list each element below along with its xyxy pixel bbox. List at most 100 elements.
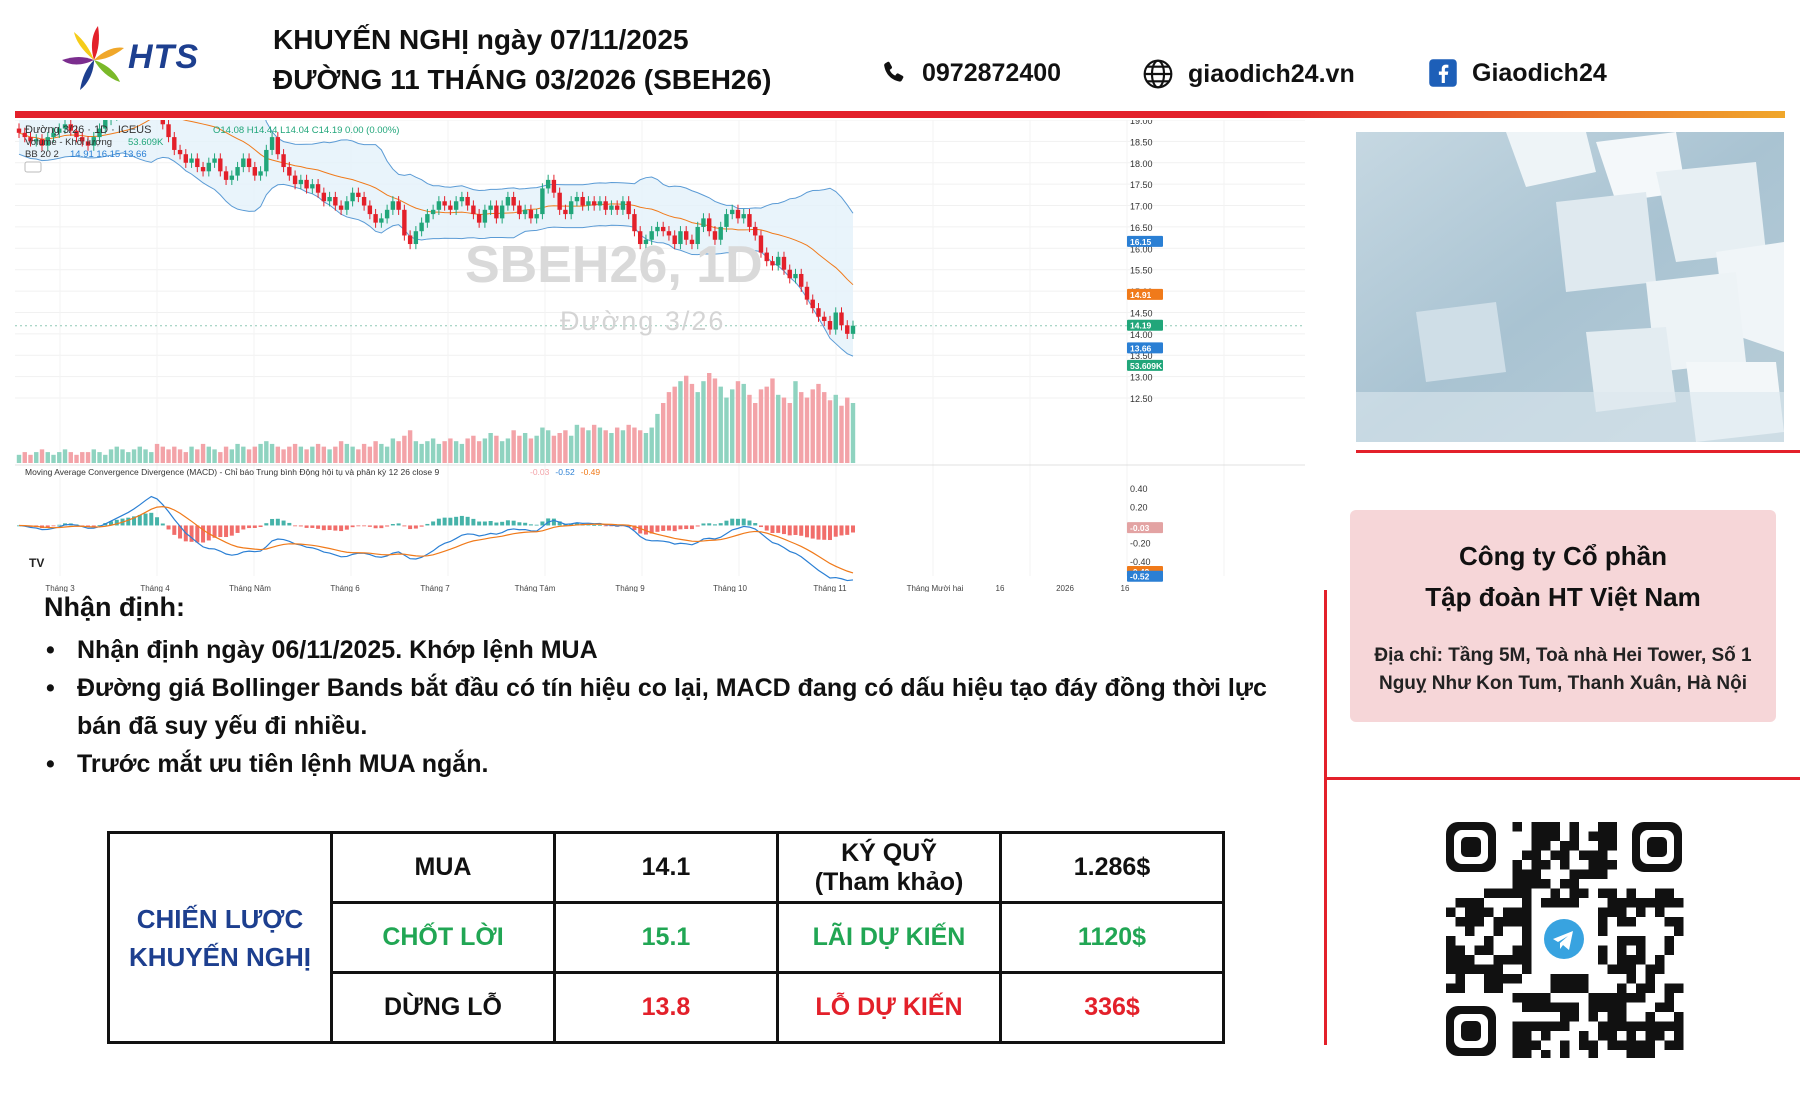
volume-bar xyxy=(804,397,810,463)
qr-module xyxy=(1541,822,1551,832)
qr-module xyxy=(1579,974,1589,984)
facebook-contact[interactable]: Giaodich24 xyxy=(1428,58,1607,88)
candle-body xyxy=(494,205,499,219)
macd-histogram-bar xyxy=(109,521,114,526)
macd-histogram-bar xyxy=(402,525,407,527)
qr-module xyxy=(1522,1050,1532,1058)
volume-bar xyxy=(453,441,459,463)
qr-module xyxy=(1484,888,1494,898)
qr-module xyxy=(1664,936,1674,946)
candle-body xyxy=(45,137,50,146)
volume-bar xyxy=(51,454,56,463)
volume-bar xyxy=(367,446,373,463)
volume-bar xyxy=(614,427,620,463)
candle-body xyxy=(298,179,304,185)
qr-module xyxy=(1522,945,1532,955)
qr-module xyxy=(1541,879,1551,889)
candle-body xyxy=(804,286,810,300)
macd-histogram-bar xyxy=(195,525,200,543)
macd-histogram-bar xyxy=(845,525,850,535)
macd-histogram-bar xyxy=(448,517,453,526)
candle-body xyxy=(189,158,194,163)
candle-body xyxy=(689,239,695,245)
strategy-label-line2: KHUYẾN NGHỊ xyxy=(128,941,311,972)
qr-module xyxy=(1626,1040,1636,1050)
qr-module xyxy=(1626,955,1636,965)
qr-module xyxy=(1484,964,1494,974)
volume-bar xyxy=(419,443,424,463)
candle-body xyxy=(499,205,505,219)
qr-module xyxy=(1588,850,1598,860)
website-contact[interactable]: giaodich24.vn xyxy=(1142,58,1355,90)
qr-module xyxy=(1607,831,1617,841)
qr-module xyxy=(1560,1050,1570,1058)
candle-body xyxy=(614,205,620,210)
macd-histogram-bar xyxy=(442,517,447,526)
price-badge xyxy=(1127,342,1163,354)
volume-bar xyxy=(218,452,223,463)
qr-module xyxy=(1465,926,1475,936)
macd-histogram-bar xyxy=(172,525,177,535)
macd-histogram-bar xyxy=(356,525,361,527)
candle-body xyxy=(534,214,539,219)
bb-values: 14.91 16.15 13.66 xyxy=(70,149,147,160)
candle-body xyxy=(712,231,718,240)
candle-body xyxy=(684,231,689,240)
qr-module xyxy=(1474,907,1484,917)
qr-module xyxy=(1569,1012,1579,1022)
price-badge-label: 13.66 xyxy=(1130,343,1152,353)
qr-module xyxy=(1522,917,1532,927)
macd-title: Moving Average Convergence Divergence (M… xyxy=(25,467,439,477)
qr-module xyxy=(1522,850,1532,860)
qr-module xyxy=(1512,888,1522,898)
qr-module xyxy=(1645,1021,1655,1031)
volume-bar xyxy=(597,427,603,463)
volume-bar xyxy=(97,452,102,463)
report-subtitle: ĐƯỜNG 11 THÁNG 03/2026 (SBEH26) xyxy=(273,64,772,95)
x-axis-label: Tháng 9 xyxy=(615,584,645,592)
x-axis-label: Tháng Mười hai xyxy=(907,584,964,592)
macd-value: -0.49 xyxy=(581,467,601,477)
candle-body xyxy=(269,137,275,150)
phone-contact[interactable]: 0972872400 xyxy=(880,58,1061,88)
macd-histogram-bar xyxy=(327,525,332,531)
qr-module xyxy=(1598,869,1608,879)
qr-module xyxy=(1493,964,1503,974)
candle-body xyxy=(223,171,229,180)
volume-bar xyxy=(281,449,286,463)
macd-histogram-bar xyxy=(281,520,286,526)
volume-bar xyxy=(154,443,160,463)
macd-histogram-bar xyxy=(822,525,827,540)
volume-bar xyxy=(91,449,96,463)
candle-body xyxy=(626,201,631,215)
volume-bar xyxy=(649,427,654,463)
macd-histogram-bar xyxy=(454,516,459,526)
volume-bar xyxy=(235,443,240,463)
table-row: DỪNG LỖ 13.8 LỖ DỰ KIẾN 336$ xyxy=(109,971,1225,1044)
volume-bar xyxy=(384,446,390,463)
candle-body xyxy=(649,231,654,240)
macd-histogram-bar xyxy=(57,524,62,526)
candle-body xyxy=(568,201,574,215)
telegram-qr-code[interactable] xyxy=(1444,820,1684,1058)
qr-module xyxy=(1617,983,1627,993)
qr-module xyxy=(1474,917,1484,927)
macd-histogram-bar xyxy=(632,525,637,531)
qr-module xyxy=(1569,879,1579,889)
qr-module xyxy=(1598,926,1608,936)
candle-body xyxy=(557,192,562,210)
margin-label-line2: (Tham khảo) xyxy=(814,867,964,896)
macd-histogram-bar xyxy=(477,521,482,526)
volume-bar xyxy=(637,430,643,463)
macd-histogram-bar xyxy=(540,521,545,526)
qr-module xyxy=(1607,860,1617,870)
volume-bar xyxy=(338,441,344,463)
volume-bar xyxy=(712,378,718,463)
qr-module xyxy=(1560,850,1570,860)
qr-module xyxy=(1522,907,1532,917)
macd-histogram-bar xyxy=(155,517,160,526)
qr-module xyxy=(1636,983,1646,993)
candle-body xyxy=(735,209,741,219)
qr-module xyxy=(1512,945,1522,955)
macd-histogram-bar xyxy=(787,525,792,536)
